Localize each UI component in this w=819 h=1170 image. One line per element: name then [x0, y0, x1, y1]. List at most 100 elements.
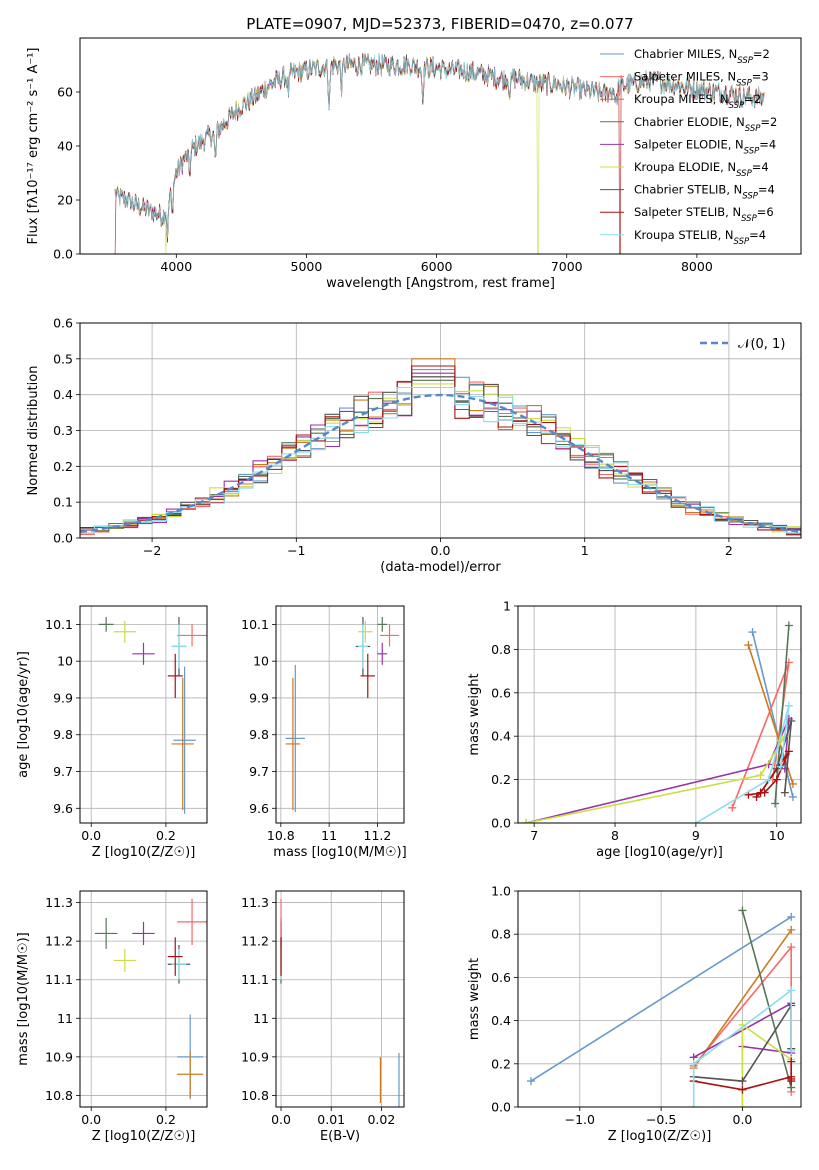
x-tick-label: 4000 [160, 259, 192, 274]
x-axis-label: (data-model)/error [380, 560, 501, 575]
normal-reference-curve [80, 393, 801, 533]
y-tick-label: 0.6 [53, 316, 73, 331]
weight-marker [787, 986, 796, 995]
weight-marker [748, 628, 757, 637]
y-tick-label: 0.0 [53, 531, 73, 546]
data-point-5 [171, 948, 187, 980]
y-tick-label: 11.2 [241, 934, 269, 949]
y-tick-label: 11.1 [45, 972, 73, 987]
weight-marker [787, 717, 796, 726]
x-tick-label: 0.0 [81, 1112, 101, 1127]
x-tick-label: 8000 [681, 259, 713, 274]
weight-line-8 [692, 988, 792, 1107]
legend-subscript: SSP [741, 214, 757, 224]
x-axis-label: mass [log10(M/M☉)] [273, 845, 406, 860]
weight-marker [744, 641, 753, 650]
y-tick-label: 0.4 [53, 387, 73, 402]
x-axis-label: age [log10(age/yr)] [596, 845, 723, 860]
weight-marker [738, 1103, 747, 1107]
legend-nssp: =4 [749, 228, 766, 242]
weight-line-8 [695, 705, 790, 823]
plot-area [94, 898, 207, 1100]
spectrum-line-kroupa-stelib [114, 52, 765, 238]
plot-area [114, 52, 765, 254]
x-axis-label: wavelength [Angstrom, rest frame] [326, 276, 555, 291]
data-point-8 [285, 677, 301, 811]
y-tick-label: 0.4 [491, 1013, 511, 1028]
y-tick-label: 11 [253, 1011, 269, 1026]
legend-nssp: =3 [752, 70, 769, 84]
y-tick-label: 0.4 [491, 729, 511, 744]
legend-nssp: =4 [759, 137, 776, 151]
y-tick-label: 10 [57, 654, 73, 669]
panel-age-vs-mass: 10.8 11 11.2 9.6 9.7 9.8 9.9 10 10.1 mass [log10(… [241, 605, 407, 860]
axes-frame [275, 605, 405, 824]
y-tick-label: 10.8 [241, 1088, 269, 1103]
weight-marker [780, 788, 789, 797]
y-tick-label: 11.2 [45, 934, 73, 949]
y-tick-label: 9.6 [53, 801, 73, 816]
axes-frame [517, 605, 802, 824]
x-tick-label: 5000 [291, 259, 323, 274]
weight-marker [728, 803, 737, 812]
data-point-3 [379, 624, 400, 647]
y-tick-label: 0.5 [53, 351, 73, 366]
weight-marker [788, 792, 797, 801]
weight-marker [689, 1103, 698, 1107]
x-axis-label: Z [log10(Z/Z☉)] [92, 845, 196, 860]
weight-marker [787, 1057, 796, 1066]
y-axis-label: Flux [fλ10⁻¹⁷ erg cm⁻² s⁻¹ A⁻¹] [26, 48, 41, 245]
x-tick-label: 0.0 [271, 1112, 291, 1127]
histogram-kroupa-miles [80, 358, 801, 534]
x-tick-label: 1 [581, 543, 589, 558]
data-point-0 [98, 617, 114, 632]
y-axis-label: age [log10(age/yr)] [16, 651, 31, 778]
x-tick-label: 8 [611, 828, 619, 843]
y-tick-label: 0.6 [491, 685, 511, 700]
plot-area [98, 617, 207, 814]
weight-marker [756, 788, 765, 797]
y-tick-label: 0.8 [491, 642, 511, 657]
y-tick-label: 9.8 [53, 727, 73, 742]
weight-marker [787, 943, 796, 952]
x-tick-label: −1.0 [565, 1112, 595, 1127]
weight-marker [788, 779, 797, 788]
x-tick-label: 11.2 [364, 828, 392, 843]
x-tick-label: 0.0 [431, 543, 451, 558]
x-tick-label: 0.2 [156, 1112, 176, 1127]
legend-subscript: SSP [734, 237, 750, 247]
x-tick-label: −0.5 [646, 1112, 676, 1127]
y-tick-label: 40 [57, 139, 73, 154]
x-tick-label: 7 [530, 828, 538, 843]
panel-weight-vs-Z: −1.0 −0.5 0.0 0.0 0.2 0.4 0.6 0.8 1.0 Z [log10(Z/… [467, 884, 802, 1144]
weight-marker [764, 775, 773, 784]
weight-line-2 [693, 929, 792, 1069]
weight-line-5 [525, 735, 786, 823]
data-point-2 [132, 642, 155, 665]
data-point-2 [377, 642, 388, 665]
weight-marker [738, 1085, 747, 1094]
panel-age-vs-Z: 0.0 0.2 9.6 9.7 9.8 9.9 10 10.1 Z [log10(Z/Z☉)] a… [16, 605, 208, 860]
legend-nssp: =6 [757, 205, 774, 219]
y-tick-label: 11.3 [45, 895, 73, 910]
legend-subscript: SSP [736, 169, 752, 179]
data-point-6 [167, 653, 183, 698]
y-tick-label: 9.9 [53, 690, 73, 705]
legend-nssp: =2 [760, 115, 777, 129]
legend-subscript: SSP [744, 146, 760, 156]
y-tick-label: 1.0 [491, 884, 511, 899]
legend-subscript: SSP [729, 101, 745, 111]
y-tick-label: 0.0 [491, 816, 511, 831]
y-tick-label: 9.7 [249, 764, 269, 779]
data-point-0 [377, 617, 388, 632]
weight-marker [776, 762, 785, 771]
legend-subscript: SSP [737, 56, 753, 66]
y-tick-label: 0.6 [491, 970, 511, 985]
y-tick-label: 0.0 [491, 1100, 511, 1115]
weight-marker [522, 819, 531, 823]
x-tick-label: 0.0 [81, 828, 101, 843]
y-tick-label: 9.6 [249, 801, 269, 816]
y-axis-label: mass [log10(M/M☉)] [16, 932, 31, 1065]
